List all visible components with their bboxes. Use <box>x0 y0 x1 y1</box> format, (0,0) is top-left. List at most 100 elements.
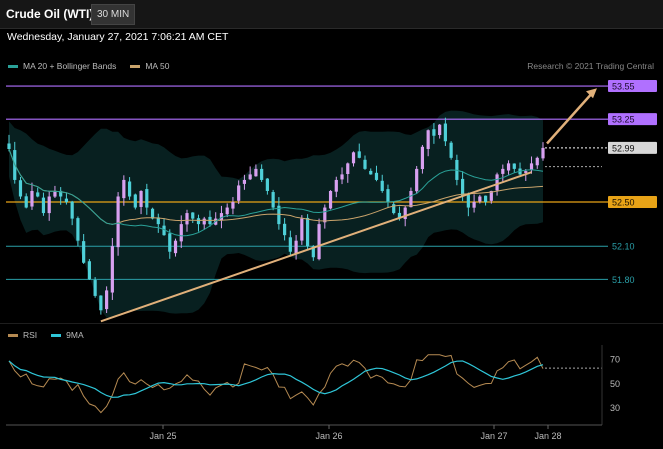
candle-body <box>489 190 493 201</box>
candle-body <box>346 163 350 174</box>
candle-body <box>392 204 396 214</box>
candle-body <box>317 224 321 260</box>
candle-body <box>535 157 539 166</box>
legend-swatch <box>8 334 18 338</box>
candle-body <box>254 168 258 177</box>
candle-body <box>340 174 344 180</box>
candle-body <box>386 189 390 203</box>
candle-body <box>449 142 453 158</box>
level-label-53.25: 53.25 <box>612 115 635 125</box>
candle-body <box>24 196 28 208</box>
candle-body <box>191 212 195 219</box>
candle-body <box>363 159 367 169</box>
candle-body <box>219 213 224 221</box>
candle-body <box>294 240 298 254</box>
legend-label: MA 20 + Bollinger Bands <box>23 61 117 71</box>
candle-body <box>156 217 160 225</box>
level-tag-53.25 <box>608 113 657 126</box>
candle-body <box>99 295 103 311</box>
candle-body <box>145 189 149 208</box>
candle-body <box>443 123 447 142</box>
candle-body <box>328 190 333 209</box>
candle-body <box>524 171 528 173</box>
candle-body <box>179 224 183 242</box>
main-legend: MA 20 + Bollinger Bands MA 50 <box>8 61 183 71</box>
interval-button[interactable]: 30 MIN <box>91 4 136 25</box>
x-tick-label: Jan 27 <box>480 431 507 441</box>
x-tick-label: Jan 26 <box>315 431 342 441</box>
legend-label: MA 50 <box>145 61 170 71</box>
candle-body <box>271 192 275 208</box>
candle-body <box>82 241 86 263</box>
candle-body <box>300 218 304 241</box>
candle-body <box>478 196 482 202</box>
rsi-tick-label: 50 <box>610 379 620 389</box>
candle-body <box>311 246 315 258</box>
level-tag-53.55 <box>608 80 657 93</box>
candle-body <box>127 181 132 197</box>
candle-body <box>110 246 114 293</box>
candle-body <box>506 163 511 171</box>
level-label-52.10: 52.10 <box>612 242 635 252</box>
candle-body <box>150 208 155 219</box>
candle-body <box>409 190 413 208</box>
rsi-legend-item: 9MA <box>51 330 84 340</box>
candle-body <box>242 179 247 184</box>
candle-body <box>529 163 534 171</box>
ma20-line <box>8 148 544 237</box>
candle-body <box>122 179 126 199</box>
candle-body <box>541 147 545 159</box>
candle-body <box>403 207 407 220</box>
forecast-arrowhead <box>586 88 597 99</box>
level-tag-52.99 <box>608 141 657 154</box>
candle-body <box>288 237 292 252</box>
level-label-53.55: 53.55 <box>612 82 635 92</box>
candle-body <box>41 197 46 214</box>
candle-body <box>168 233 172 252</box>
candle-body <box>18 180 23 197</box>
candle-body <box>380 180 384 191</box>
x-tick-label: Jan 28 <box>534 431 561 441</box>
rsi-tick-label: 30 <box>610 403 620 413</box>
candle-body <box>466 194 470 208</box>
candle-body <box>76 218 80 241</box>
candle-body <box>248 174 252 180</box>
rsi-ma-line <box>8 360 544 398</box>
candle-body <box>483 195 488 203</box>
rsi-legend-item: RSI <box>8 330 37 340</box>
rsi-tick-label: 70 <box>610 355 620 365</box>
candle-body <box>162 225 166 236</box>
candle-body <box>64 198 69 203</box>
candle-body <box>116 196 120 248</box>
main-legend-item: MA 50 <box>130 61 169 71</box>
candle-body <box>59 190 63 197</box>
candle-body <box>369 170 373 175</box>
candle-body <box>438 124 442 136</box>
candle-body <box>351 152 356 164</box>
candle-body <box>277 205 281 225</box>
legend-swatch <box>51 334 62 338</box>
candle-body <box>36 192 40 197</box>
candle-body <box>105 290 109 310</box>
candle-body <box>173 240 178 254</box>
candle-body <box>374 172 379 180</box>
chart-header: Crude Oil (WTI) 30 MIN <box>0 0 663 29</box>
candle-body <box>93 280 97 296</box>
candle-body <box>426 130 430 149</box>
candle-body <box>495 174 499 191</box>
candle-body <box>305 217 310 247</box>
credit: Research © 2021 Trading Central <box>527 61 654 71</box>
legend-label: RSI <box>23 330 38 340</box>
level-label-52.50: 52.50 <box>612 198 635 208</box>
candle-body <box>283 223 287 236</box>
candle-body <box>70 201 74 219</box>
trend-line <box>100 171 532 323</box>
forecast-arrow <box>546 92 593 145</box>
instrument-title: Crude Oil (WTI) <box>6 7 94 21</box>
main-legend-item: MA 20 + Bollinger Bands <box>8 61 116 71</box>
candle-body <box>47 196 51 214</box>
level-label-51.80: 51.80 <box>612 275 635 285</box>
level-label-52.99: 52.99 <box>612 143 635 153</box>
candle-body <box>397 212 402 219</box>
